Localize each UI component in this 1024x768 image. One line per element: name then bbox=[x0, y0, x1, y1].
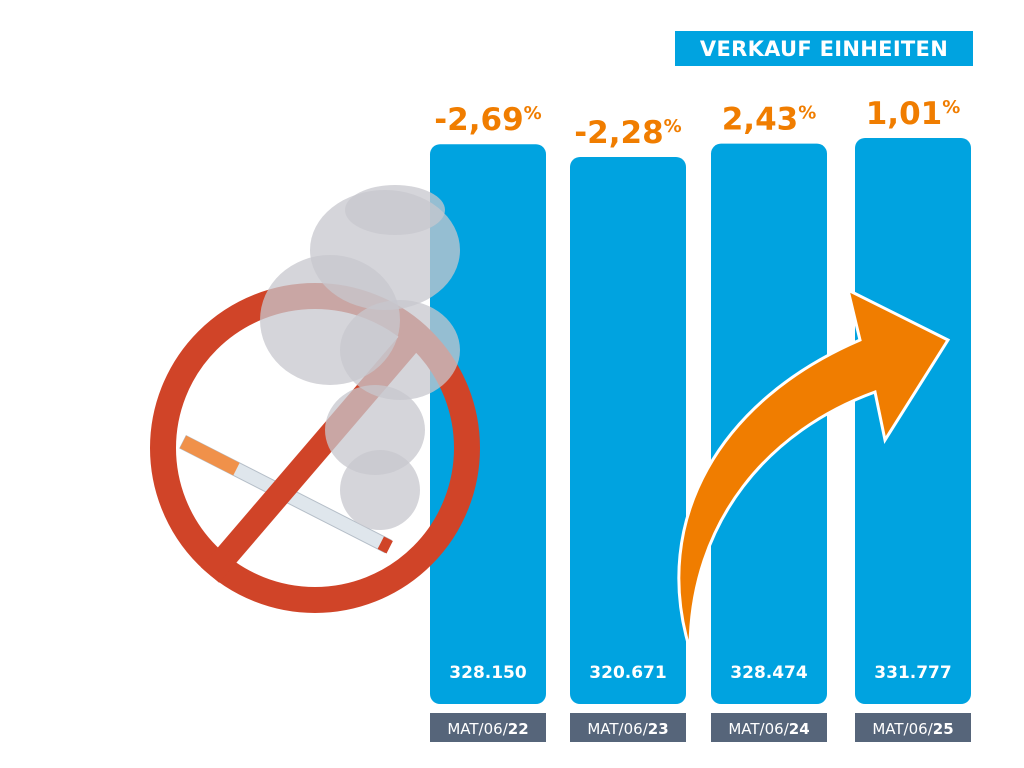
category-label-bg bbox=[711, 713, 827, 742]
category-label: MAT/06/22 bbox=[447, 720, 528, 738]
category-label: MAT/06/23 bbox=[587, 720, 668, 738]
category-label-bg bbox=[855, 713, 971, 742]
bar bbox=[570, 156, 686, 705]
category-label-bg bbox=[570, 713, 686, 742]
category-label: MAT/06/24 bbox=[728, 720, 809, 738]
no-smoking-icon bbox=[150, 185, 480, 613]
bar bbox=[430, 144, 546, 705]
bar bbox=[855, 138, 971, 704]
change-label: -2,28% bbox=[574, 115, 681, 151]
smoke-icon bbox=[260, 185, 460, 530]
change-label: 1,01% bbox=[866, 96, 961, 132]
value-label: 328.474 bbox=[730, 663, 808, 683]
change-label: 2,43% bbox=[722, 102, 817, 138]
category-label-bg bbox=[430, 713, 546, 742]
chart-title: VERKAUF EINHEITEN bbox=[675, 31, 973, 66]
value-label: 331.777 bbox=[874, 663, 951, 683]
value-label: 328.150 bbox=[449, 663, 527, 683]
category-label: MAT/06/25 bbox=[872, 720, 953, 738]
trend-arrow-icon bbox=[677, 287, 951, 651]
change-label: -2,69% bbox=[434, 102, 541, 138]
value-label: 320.671 bbox=[589, 663, 666, 683]
